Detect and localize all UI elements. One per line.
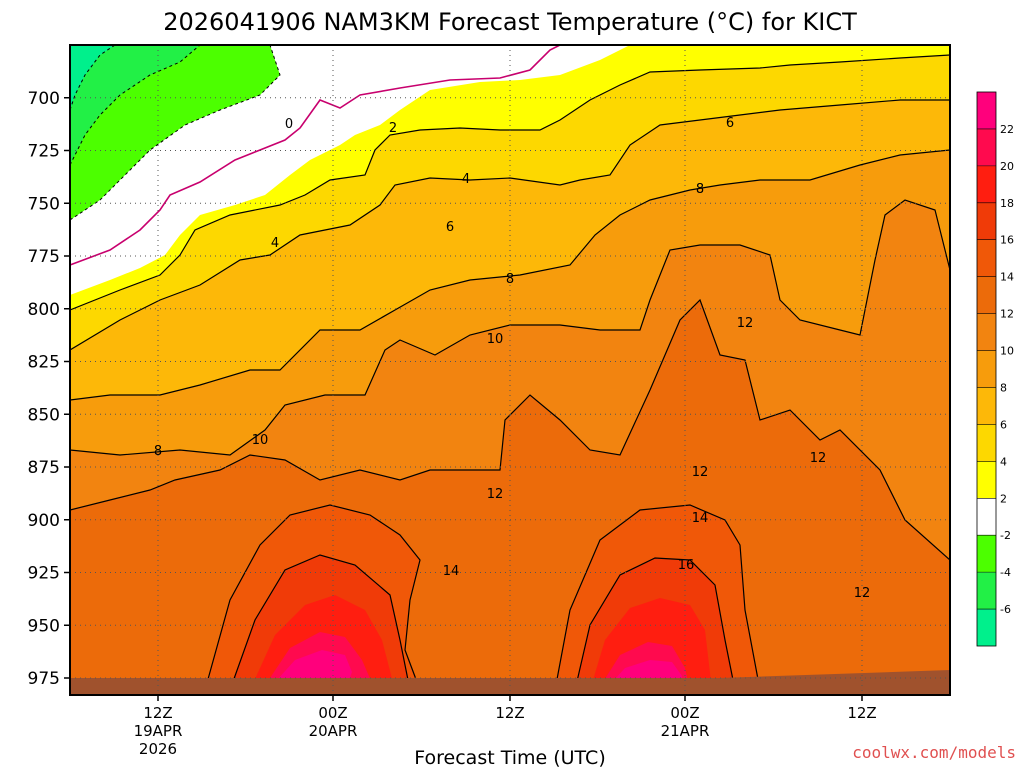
ground: [70, 678, 950, 695]
colorbar-swatch: [977, 535, 996, 573]
x-tick-year: 2026: [139, 740, 177, 758]
contour-label: 14: [692, 511, 709, 526]
contour-4: [70, 99, 950, 351]
x-axis-label: Forecast Time (UTC): [414, 747, 605, 768]
colorbar-label: 2: [1000, 492, 1007, 505]
y-tick-label: 750: [28, 194, 60, 214]
colorbar-swatch: [977, 350, 996, 388]
colorbar-swatch: [977, 128, 996, 166]
colorbar-swatch: [977, 572, 996, 610]
colorbar-swatch: [977, 424, 996, 462]
y-axis-ticks: 700 725 750 775 800 825 850 875 900 925 950 975: [28, 89, 70, 689]
y-tick-label: 900: [28, 511, 60, 531]
x-tick-date: 21APR: [661, 722, 710, 740]
x-tick-date: 19APR: [134, 722, 183, 740]
colorbar-swatch: [977, 313, 996, 351]
contour-neg4: [70, 45, 201, 166]
contour-6: [70, 149, 950, 401]
contour-label: 8: [154, 444, 162, 459]
colorbar-label: -6: [1000, 603, 1011, 616]
colorbar-swatch: [977, 461, 996, 499]
contour-label: 12: [854, 586, 871, 601]
contour-label: 16: [678, 558, 695, 573]
contour-14-b: [554, 504, 761, 691]
contour-0: [70, 45, 561, 266]
colorbar-swatch: [977, 276, 996, 314]
x-tick-label: 12Z: [495, 704, 524, 722]
contour-lines: [70, 54, 950, 691]
band-neg4-neg6: [70, 45, 200, 165]
y-tick-label: 800: [28, 300, 60, 320]
contour-label: 10: [487, 332, 504, 347]
colorbar-label: -2: [1000, 529, 1011, 542]
y-tick-label: 925: [28, 564, 60, 584]
colorbar-label: 12: [1000, 308, 1014, 321]
y-tick-label: 850: [28, 405, 60, 425]
y-tick-label: 875: [28, 458, 60, 478]
y-tick-label: 975: [28, 669, 60, 689]
contour-neg6: [70, 45, 116, 111]
chart-title: 2026041906 NAM3KM Forecast Temperature (…: [163, 8, 857, 36]
contour-label: 2: [389, 121, 397, 136]
colorbar-label: 16: [1000, 234, 1014, 247]
grid-lines: [70, 45, 950, 695]
contour-8: [70, 199, 950, 456]
x-tick-label: 12Z: [143, 704, 172, 722]
y-tick-label: 700: [28, 89, 60, 109]
colorbar-swatch: [977, 498, 996, 536]
contour-label: 10: [252, 433, 269, 448]
colorbar-frame: [976, 91, 997, 647]
contour-16-a: [229, 554, 411, 691]
contour-label: 4: [462, 172, 470, 187]
colorbar-swatch: [977, 239, 996, 277]
contour-label: 12: [737, 316, 754, 331]
contour-label: 6: [446, 220, 454, 235]
contour-label: 0: [285, 117, 293, 132]
colorbar-label: 8: [1000, 381, 1007, 394]
x-tick-label: 00Z: [318, 704, 347, 722]
contour-label: 8: [506, 272, 514, 287]
credit-text: coolwx.com/models: [852, 743, 1016, 762]
contour-label: 12: [487, 487, 504, 502]
contour-14-a: [204, 504, 421, 691]
y-tick-label: 775: [28, 247, 60, 267]
colorbar-swatch: [977, 165, 996, 203]
colorbar-swatch: [977, 387, 996, 425]
contour-label: 4: [271, 236, 279, 251]
x-tick-label: 12Z: [847, 704, 876, 722]
colorbar-label: 20: [1000, 160, 1014, 173]
colorbar-label: 10: [1000, 345, 1014, 358]
contour-label: 14: [443, 564, 460, 579]
contour-labels: 0 2 4 4 6 6 8 8 8 10 10 12 12 12 12 12 1…: [154, 116, 870, 601]
colorbar-label: 4: [1000, 455, 1007, 468]
colorbar-label: 6: [1000, 418, 1007, 431]
contour-label: 12: [810, 451, 827, 466]
colorbar-label: 22: [1000, 123, 1014, 136]
y-tick-label: 825: [28, 353, 60, 373]
x-tick-label: 00Z: [670, 704, 699, 722]
colorbar: 22 20 18 16 14 12 10 8 6 4 2 -2 -4 -6: [976, 91, 1014, 647]
contour-2: [70, 54, 950, 311]
colorbar-label: 18: [1000, 197, 1014, 210]
colorbar-label: -4: [1000, 566, 1011, 579]
colorbar-swatch: [977, 202, 996, 240]
colorbar-swatch: [977, 609, 996, 646]
y-tick-label: 950: [28, 616, 60, 636]
y-tick-label: 725: [28, 142, 60, 162]
colorbar-label: 14: [1000, 271, 1014, 284]
x-tick-date: 20APR: [309, 722, 358, 740]
colorbar-swatch: [977, 92, 996, 129]
contour-16-b: [574, 557, 736, 691]
contour-label: 6: [726, 116, 734, 131]
contour-10: [70, 298, 950, 561]
band-neg6-neg8: [70, 45, 115, 110]
contour-label: 8: [696, 182, 704, 197]
contour-label: 12: [692, 465, 709, 480]
